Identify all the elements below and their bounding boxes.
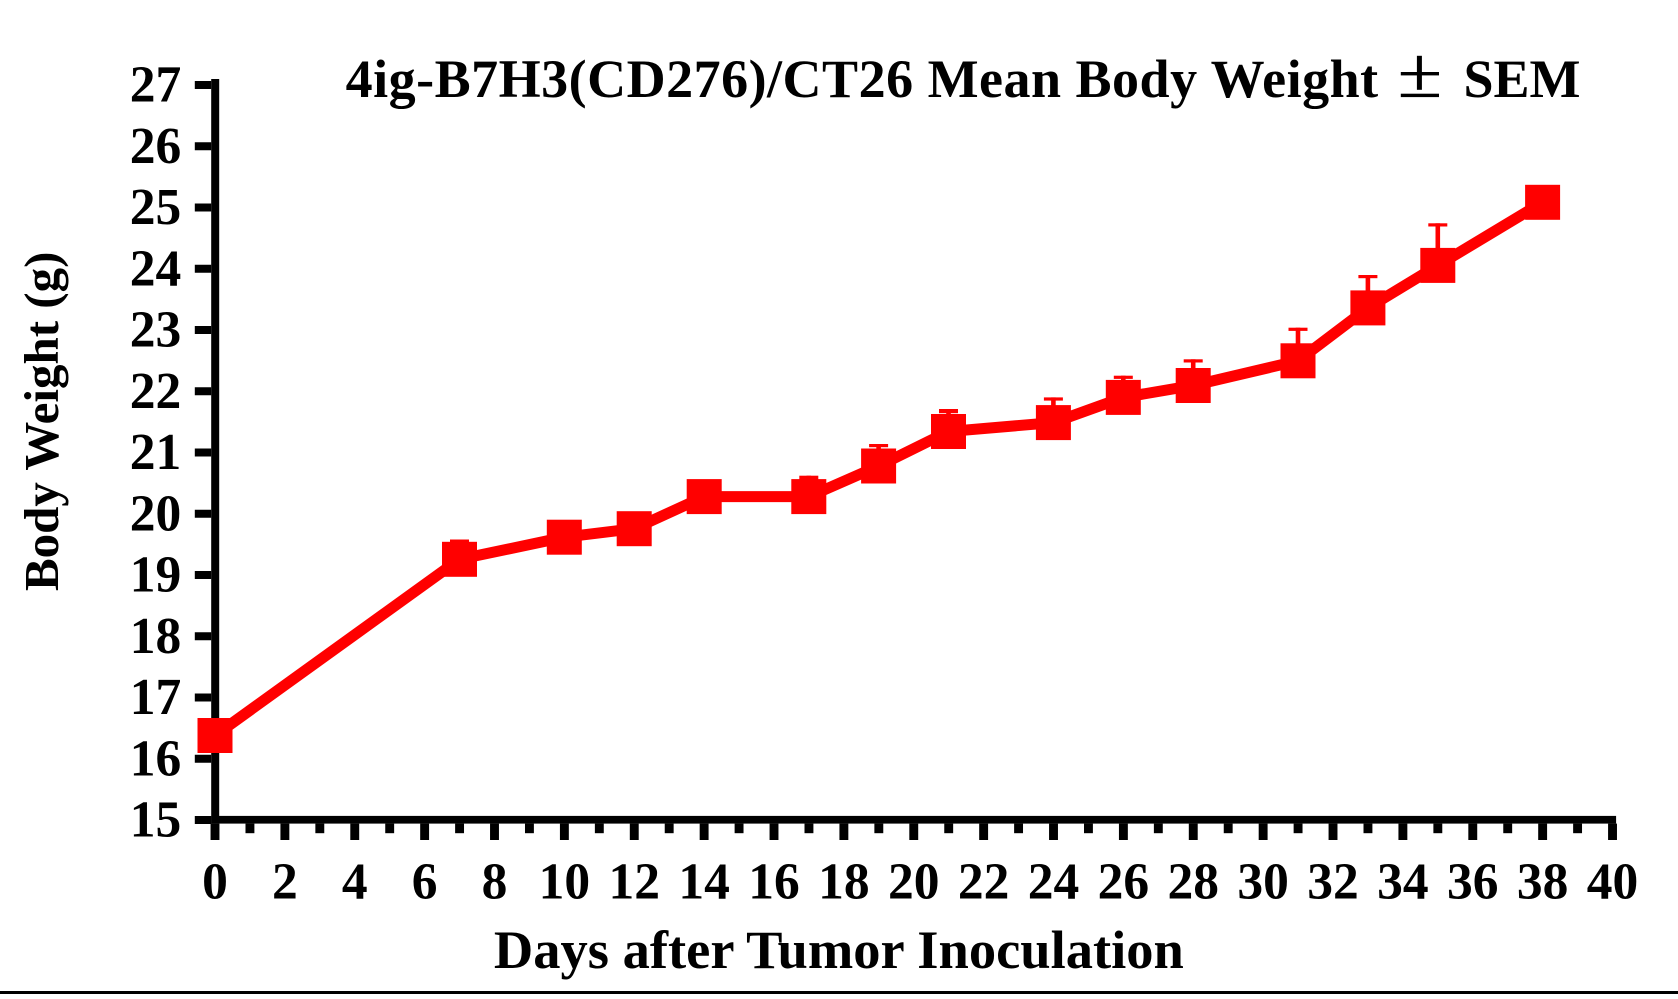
svg-text:17: 17 [130, 669, 182, 726]
svg-text:15: 15 [130, 792, 182, 849]
svg-text:19: 19 [130, 547, 182, 604]
svg-text:SEM: SEM [1464, 49, 1581, 109]
svg-text:2: 2 [272, 854, 298, 911]
svg-text:16: 16 [748, 854, 800, 911]
svg-text:40: 40 [1587, 854, 1639, 911]
svg-text:12: 12 [609, 854, 661, 911]
svg-text:25: 25 [130, 179, 182, 236]
svg-text:23: 23 [130, 302, 182, 359]
svg-text:34: 34 [1377, 854, 1429, 911]
svg-text:24: 24 [1028, 854, 1080, 911]
svg-text:24: 24 [130, 240, 182, 297]
svg-text:20: 20 [130, 485, 182, 542]
svg-text:36: 36 [1447, 854, 1499, 911]
svg-text:26: 26 [1098, 854, 1150, 911]
svg-text:18: 18 [818, 854, 870, 911]
svg-text:30: 30 [1237, 854, 1289, 911]
svg-text:14: 14 [678, 854, 730, 911]
svg-text:16: 16 [130, 730, 182, 787]
svg-text:21: 21 [130, 424, 182, 481]
svg-text:4ig-B7H3(CD276)/CT26 Mean Body: 4ig-B7H3(CD276)/CT26 Mean Body Weight [346, 49, 1379, 109]
svg-text:8: 8 [482, 854, 508, 911]
svg-text:0: 0 [202, 854, 228, 911]
svg-text:Days after Tumor Inoculation: Days after Tumor Inoculation [494, 919, 1184, 980]
svg-text:10: 10 [539, 854, 591, 911]
svg-text:20: 20 [888, 854, 940, 911]
svg-text:Body Weight (g): Body Weight (g) [14, 252, 69, 591]
svg-text:22: 22 [958, 854, 1010, 911]
svg-text:18: 18 [130, 608, 182, 665]
svg-text:38: 38 [1517, 854, 1569, 911]
svg-text:32: 32 [1307, 854, 1359, 911]
svg-text:6: 6 [412, 854, 438, 911]
svg-text:28: 28 [1168, 854, 1220, 911]
svg-text:4: 4 [342, 854, 368, 911]
svg-text:26: 26 [130, 118, 182, 175]
svg-text:27: 27 [130, 57, 182, 114]
svg-text:22: 22 [130, 363, 182, 420]
